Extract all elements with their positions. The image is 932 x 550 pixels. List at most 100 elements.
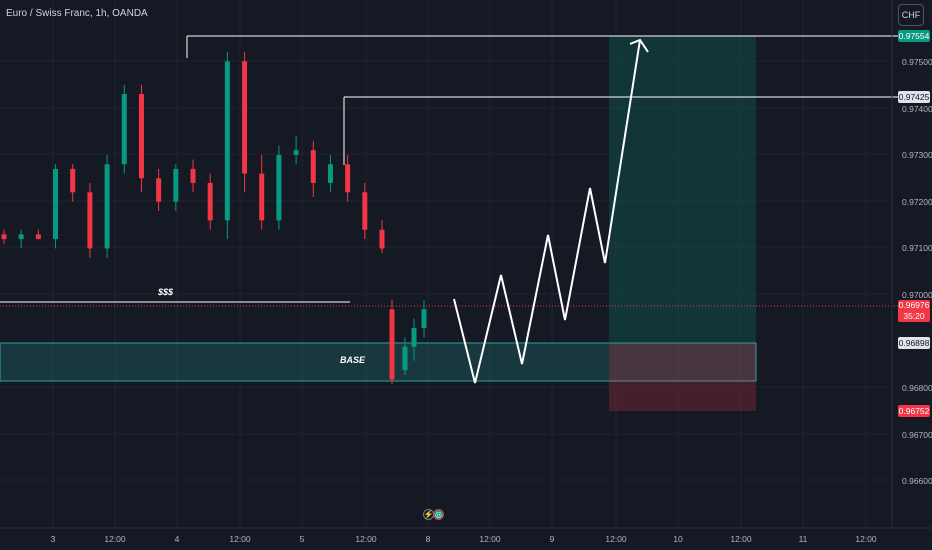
candle	[345, 154, 351, 202]
candle-body	[293, 150, 299, 155]
candle	[379, 220, 385, 254]
candle	[121, 84, 127, 174]
price-tick: 0.97200	[902, 197, 932, 207]
candle-body	[121, 94, 127, 165]
candle	[327, 154, 333, 193]
candle-body	[53, 168, 59, 240]
target-high-tag: 0.97554	[898, 30, 930, 42]
liquidity-label: $$$	[158, 287, 174, 297]
time-label: 11	[798, 534, 808, 544]
candle-body	[276, 154, 282, 221]
bar-countdown: 35:20	[903, 311, 925, 321]
time-label: 12:00	[104, 534, 126, 544]
currency-button[interactable]: CHF	[898, 4, 924, 26]
candle-body	[411, 328, 417, 347]
candle	[18, 229, 24, 249]
base-zone[interactable]	[0, 342, 757, 382]
time-label: 12:00	[730, 534, 752, 544]
candles	[1, 51, 427, 385]
candle	[259, 154, 265, 230]
price-tick: 0.96700	[902, 430, 932, 440]
candle	[421, 299, 427, 338]
candle-body	[310, 150, 316, 183]
time-label: 12:00	[229, 534, 251, 544]
candle-body	[173, 168, 179, 202]
time-label: 5	[299, 534, 305, 544]
candle-body	[18, 234, 24, 240]
candle-body	[35, 234, 41, 240]
current-price-tag: 0.96976 35:20	[898, 300, 930, 322]
candle	[156, 168, 162, 212]
time-label: 12:00	[855, 534, 877, 544]
candle-body	[207, 182, 213, 221]
candle	[362, 182, 368, 240]
time-label: 8	[425, 534, 431, 544]
entry-price-tag: 0.96898	[898, 337, 930, 349]
projected-path[interactable]	[453, 38, 649, 384]
candle	[70, 164, 76, 202]
candle-body	[70, 168, 76, 193]
price-tick: 0.97000	[902, 290, 932, 300]
price-tick: 0.97400	[902, 104, 932, 114]
chart-grid	[0, 0, 892, 528]
trade-zones	[0, 36, 757, 411]
candle-body	[402, 346, 408, 371]
candle-body	[1, 234, 7, 240]
candle-body	[327, 164, 333, 183]
candle-body	[224, 61, 230, 221]
symbol-title[interactable]: Euro / Swiss Franc, 1h, OANDA	[6, 8, 148, 19]
drawn-lines	[0, 35, 898, 307]
time-label: 10	[673, 534, 683, 544]
current-price-value: 0.96976	[898, 300, 930, 310]
candle	[402, 337, 408, 375]
time-label: 9	[549, 534, 555, 544]
candle-body	[389, 309, 395, 380]
candle	[389, 299, 395, 385]
mid-level-tag: 0.97425	[898, 91, 930, 103]
candle-body	[242, 61, 248, 174]
price-tick: 0.96800	[902, 383, 932, 393]
candle-body	[87, 192, 93, 249]
candle	[242, 51, 248, 193]
time-label: 12:00	[479, 534, 501, 544]
candle	[138, 84, 144, 193]
candle	[276, 145, 282, 230]
projected-path-line	[453, 39, 641, 384]
candle-body	[104, 164, 110, 249]
candle	[190, 159, 196, 193]
candle-body	[190, 168, 196, 183]
time-label: 12:00	[605, 534, 627, 544]
price-tick: 0.97500	[902, 57, 932, 67]
candle-body	[345, 164, 351, 193]
candle-body	[379, 229, 385, 249]
candle	[224, 51, 230, 240]
base-zone-label: BASE	[340, 355, 366, 365]
price-tick: 0.96600	[902, 476, 932, 486]
long-position-target-zone[interactable]	[609, 36, 756, 343]
candle	[173, 164, 179, 212]
candle	[87, 182, 93, 258]
candle	[53, 164, 59, 249]
candle-body	[259, 173, 265, 221]
candle-body	[421, 309, 427, 329]
price-tick: 0.97300	[902, 150, 932, 160]
candle-body	[156, 178, 162, 202]
candle	[310, 140, 316, 197]
stop-price-tag: 0.96752	[898, 405, 930, 417]
time-label: 12:00	[355, 534, 377, 544]
time-label: 3	[50, 534, 56, 544]
candle-body	[138, 94, 144, 179]
candle	[35, 229, 41, 240]
earnings-event-icon[interactable]: ◎	[433, 509, 444, 520]
candle	[1, 229, 7, 244]
candle	[293, 136, 299, 165]
candle	[411, 318, 417, 361]
time-label: 4	[174, 534, 180, 544]
candle	[207, 173, 213, 230]
long-position-stop-zone[interactable]	[609, 343, 756, 411]
price-tick: 0.97100	[902, 243, 932, 253]
candle	[104, 154, 110, 258]
candle-body	[362, 192, 368, 230]
projected-path-arrowhead	[629, 38, 649, 53]
